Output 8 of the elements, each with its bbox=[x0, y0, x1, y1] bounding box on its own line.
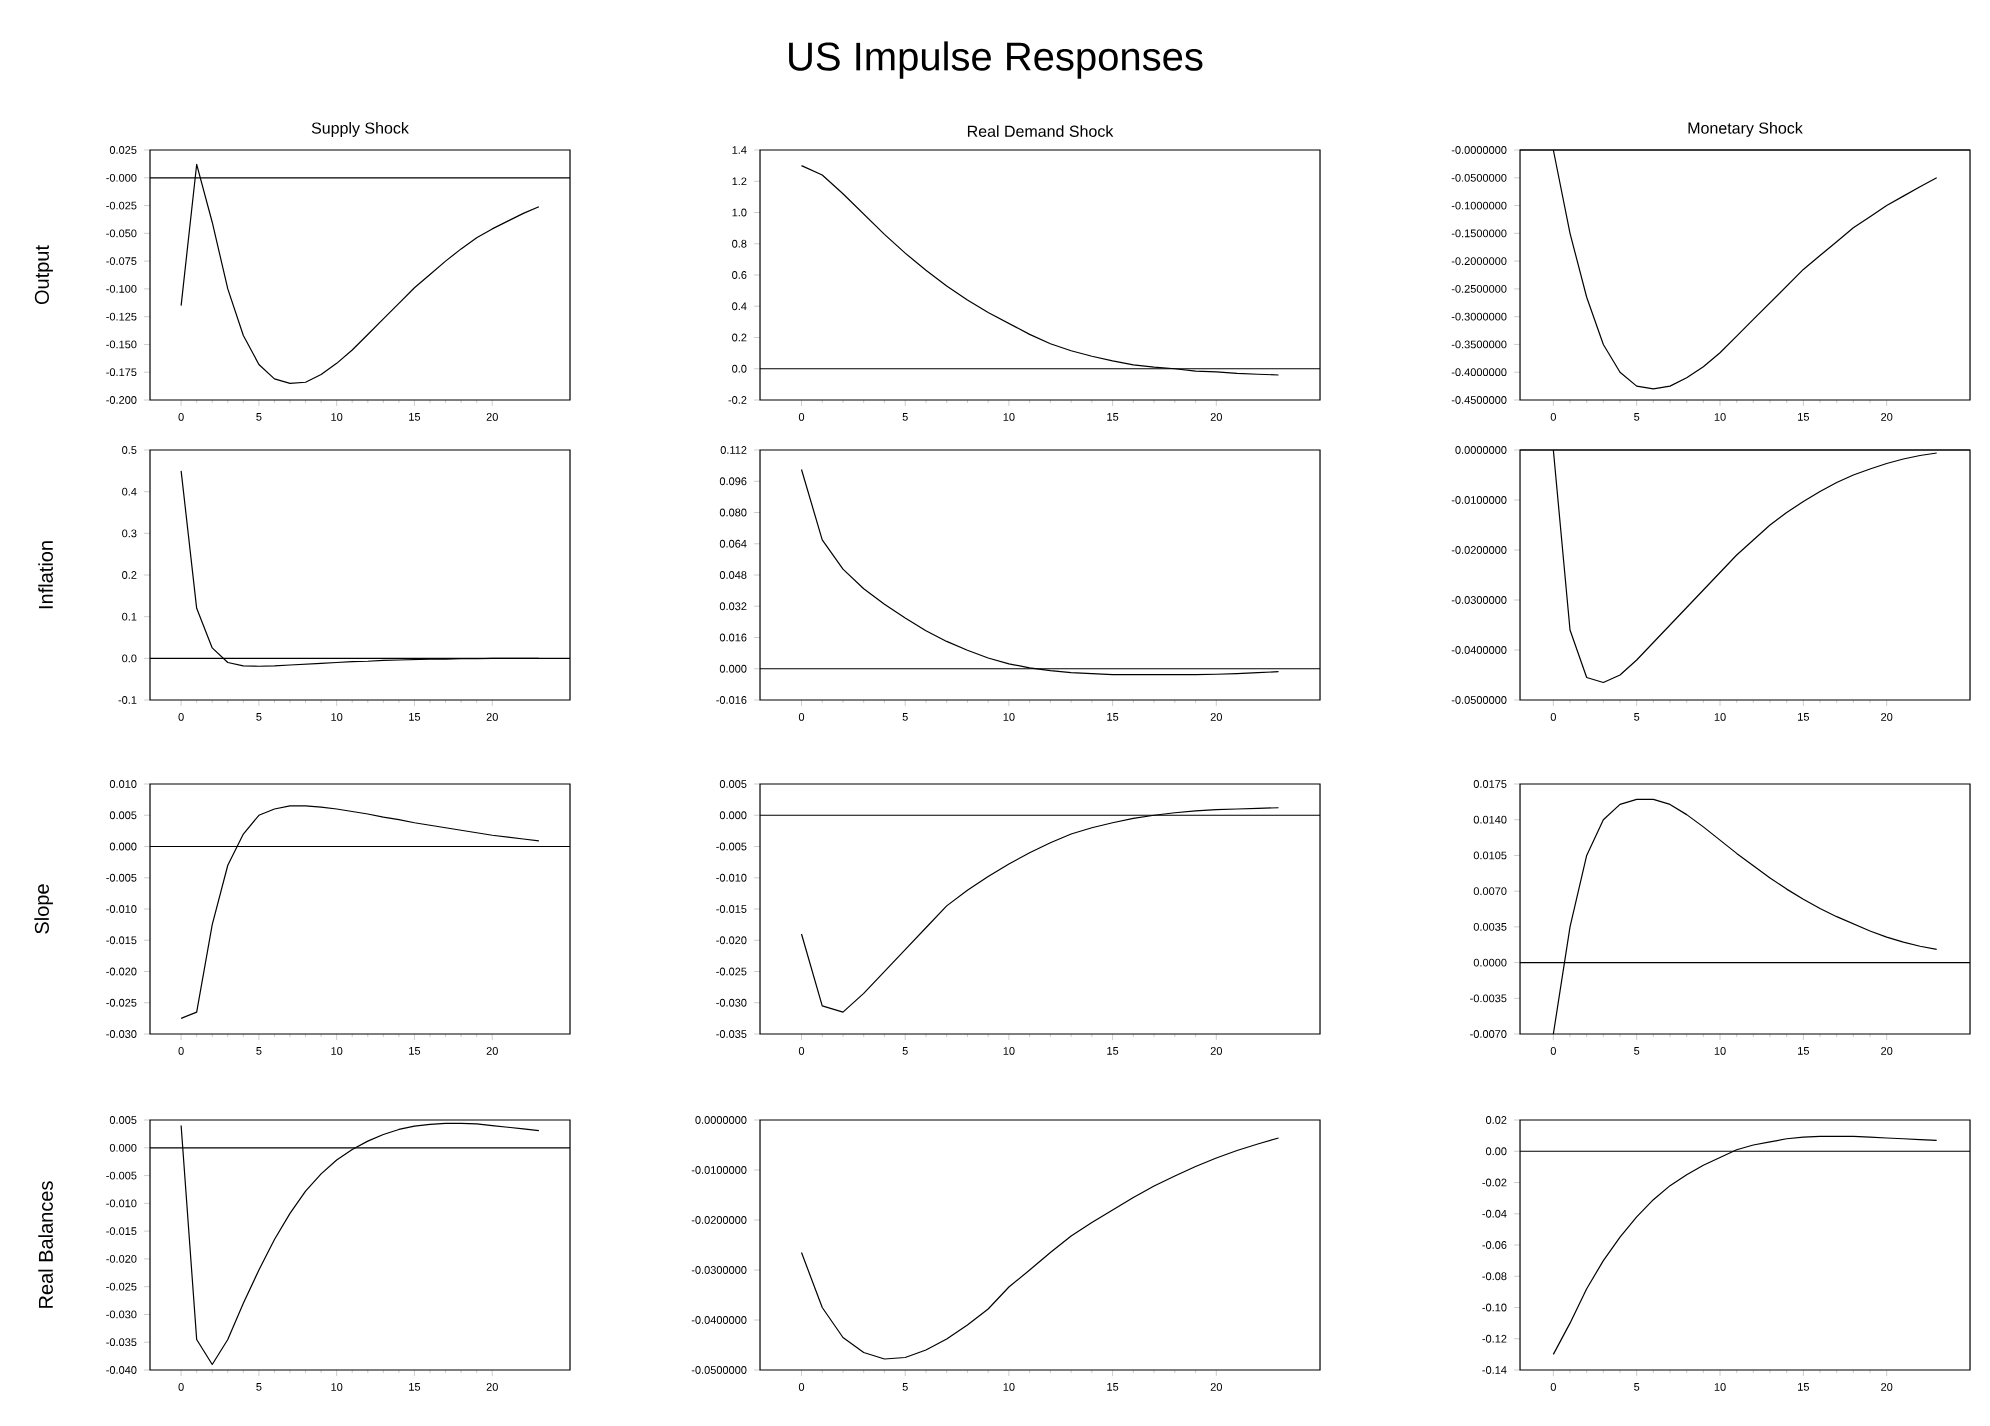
y-axis-title: Inflation bbox=[38, 541, 53, 609]
y-axis-title: Slope bbox=[34, 884, 53, 934]
y-axis-title: Output bbox=[34, 245, 53, 305]
text: US Impulse Responses bbox=[789, 41, 1203, 79]
chart-title: Supply Shock bbox=[311, 122, 409, 137]
y-axis-title: Real Balances bbox=[38, 1181, 53, 1308]
chart-title: Monetary Shock bbox=[1688, 122, 1803, 137]
chart-title: Real Demand Shock bbox=[967, 125, 1114, 137]
